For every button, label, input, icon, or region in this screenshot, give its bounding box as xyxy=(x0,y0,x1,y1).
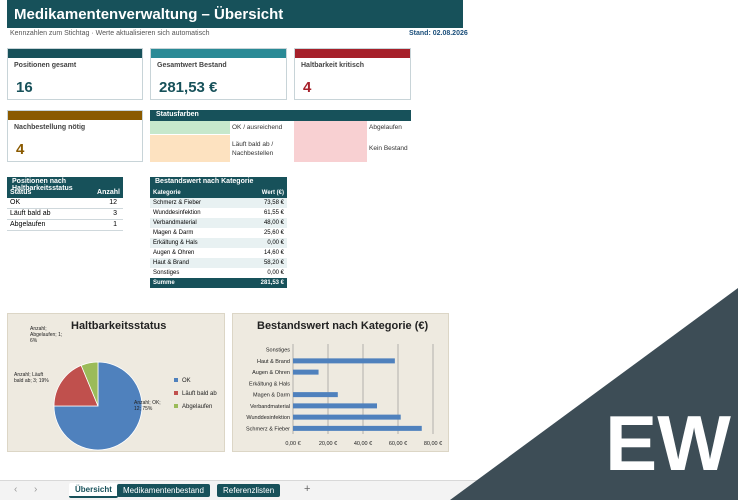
kpi-accent-bar xyxy=(8,111,142,120)
x-tick-label: 80,00 € xyxy=(424,441,442,447)
y-tick-label: Magen & Darm xyxy=(253,393,290,399)
kpi-value: 4 xyxy=(303,79,312,96)
col-kategorie: Kategorie xyxy=(153,190,181,196)
kpi-gesamtwert-bestand: Gesamtwert Bestand 281,53 € xyxy=(150,48,287,100)
y-tick-label: Wunddesinfektion xyxy=(246,415,290,421)
watermark-logo: EW xyxy=(605,399,731,487)
bar xyxy=(293,358,395,364)
col-anzahl: Anzahl xyxy=(97,189,120,196)
pie-chart-box[interactable]: Haltbarkeitsstatus Anzahl; OK; 12; 75% Anz… xyxy=(7,313,225,452)
swatch-label-ok: OK / ausreichend xyxy=(232,124,283,131)
swatch-abgelaufen xyxy=(294,121,367,162)
kpi-label: Gesamtwert Bestand xyxy=(157,62,227,69)
kpi-accent-bar xyxy=(295,49,410,58)
col-status: Status xyxy=(10,189,32,196)
subtitle: Kennzahlen zum Stichtag · Werte aktualis… xyxy=(10,30,210,37)
stand-date: Stand: 02.08.2026 xyxy=(409,30,468,37)
pie-slice-0 xyxy=(53,361,143,451)
y-tick-label: Sonstiges xyxy=(266,348,290,354)
legend-entry: OK xyxy=(182,378,191,384)
table-row: Augen & Ohren 14,60 € xyxy=(153,250,284,256)
y-tick-label: Augen & Ohren xyxy=(252,370,290,376)
swatch-bald xyxy=(150,135,230,162)
table-row: Abgelaufen 1 xyxy=(7,220,123,231)
legend-entry: Läuft bald ab xyxy=(182,391,217,397)
status-colors-header: Statusfarben xyxy=(150,110,411,121)
kpi-value: 4 xyxy=(16,141,25,158)
table-row: Schmerz & Fieber 73,58 € xyxy=(150,198,287,208)
status-table: Positionen nach Haltbarkeitsstatus Statu… xyxy=(7,177,123,231)
page-title: Medikamentenverwaltung – Übersicht xyxy=(7,0,463,28)
swatch-label-abgelaufen: Abgelaufen xyxy=(369,124,402,131)
bar-chart-box[interactable]: Bestandswert nach Kategorie (€) 0,00 € 20… xyxy=(232,313,449,452)
kpi-label: Positionen gesamt xyxy=(14,62,77,69)
pie-chart-title: Haltbarkeitsstatus xyxy=(71,320,167,332)
table-row: Sonstiges 0,00 € xyxy=(153,270,284,276)
tab-uebersicht[interactable]: Übersicht xyxy=(69,483,118,498)
pie-data-label: Anzahl; Läuft bald ab; 3; 19% xyxy=(14,372,49,384)
pie-chart: Anzahl; OK; 12; 75% Anzahl; Läuft bald ab; … xyxy=(14,326,217,451)
kpi-nachbestellung: Nachbestellung nötig 4 xyxy=(7,110,143,162)
add-sheet-button[interactable]: + xyxy=(304,483,311,495)
legend-entry: Abgelaufen xyxy=(182,404,212,410)
pie-data-label: Anzahl; OK; 12; 75% xyxy=(134,400,161,412)
y-tick-label: Haut & Brand xyxy=(257,359,290,365)
category-table-title: Bestandswert nach Kategorie xyxy=(150,177,287,188)
kpi-value: 16 xyxy=(16,79,33,96)
pie-data-label: Anzahl; Abgelaufen; 1; 6% xyxy=(30,326,62,344)
kpi-value: 281,53 € xyxy=(159,79,218,96)
kpi-label: Nachbestellung nötig xyxy=(14,124,86,131)
legend-swatch xyxy=(174,391,178,395)
sum-row: Summe 281,53 € xyxy=(150,278,287,288)
col-wert: Wert (€) xyxy=(261,190,284,196)
table-row: Läuft bald ab 3 xyxy=(7,209,123,220)
legend-swatch xyxy=(174,378,178,382)
kpi-accent-bar xyxy=(151,49,286,58)
y-tick-label: Schmerz & Fieber xyxy=(246,426,290,432)
nav-prev-button[interactable]: ‹ xyxy=(14,484,18,495)
bar xyxy=(293,392,338,398)
y-tick-label: Verbandmaterial xyxy=(250,404,290,410)
bar-chart-title: Bestandswert nach Kategorie (€) xyxy=(257,320,429,332)
pie-slice-1 xyxy=(53,364,99,407)
swatch-label-bald: Läuft bald ab / Nachbestellen xyxy=(232,141,274,157)
x-tick-label: 0,00 € xyxy=(285,441,300,447)
bar xyxy=(293,369,319,375)
nav-next-button[interactable]: › xyxy=(34,484,38,495)
tab-referenzlisten[interactable]: Referenzlisten xyxy=(217,484,281,497)
table-row: Erkältung & Hals 0,00 € xyxy=(150,238,287,248)
table-row: Wunddesinfektion 61,55 € xyxy=(153,210,284,216)
status-table-title: Positionen nach Haltbarkeitsstatus xyxy=(7,177,123,192)
table-row: Haut & Brand 58,20 € xyxy=(150,258,287,268)
tab-medikamentenbestand[interactable]: Medikamentenbestand xyxy=(117,484,210,497)
bar-chart: 0,00 € 20,00 € 40,00 € 60,00 € 80,00 € Schmer… xyxy=(246,344,442,447)
pie-slice-2 xyxy=(80,361,99,407)
kpi-accent-bar xyxy=(8,49,142,58)
bar xyxy=(293,425,422,431)
table-row: Verbandmaterial 48,00 € xyxy=(150,218,287,228)
legend-swatch xyxy=(174,404,178,408)
bar xyxy=(293,403,377,409)
kpi-positionen-gesamt: Positionen gesamt 16 xyxy=(7,48,143,100)
table-row: Magen & Darm 25,60 € xyxy=(153,230,284,236)
table-row: OK 12 xyxy=(7,198,123,209)
x-tick-label: 20,00 € xyxy=(319,441,337,447)
category-table: Bestandswert nach Kategorie Kategorie We… xyxy=(150,177,287,288)
x-tick-label: 60,00 € xyxy=(389,441,407,447)
bar xyxy=(293,414,401,420)
swatch-ok xyxy=(150,121,230,134)
swatch-label-kein-bestand: Kein Bestand xyxy=(369,145,408,152)
y-tick-label: Erkältung & Hals xyxy=(249,381,290,387)
watermark-triangle: EW xyxy=(450,288,738,500)
kpi-haltbarkeit-kritisch: Haltbarkeit kritisch 4 xyxy=(294,48,411,100)
x-tick-label: 40,00 € xyxy=(354,441,372,447)
kpi-label: Haltbarkeit kritisch xyxy=(301,62,365,69)
